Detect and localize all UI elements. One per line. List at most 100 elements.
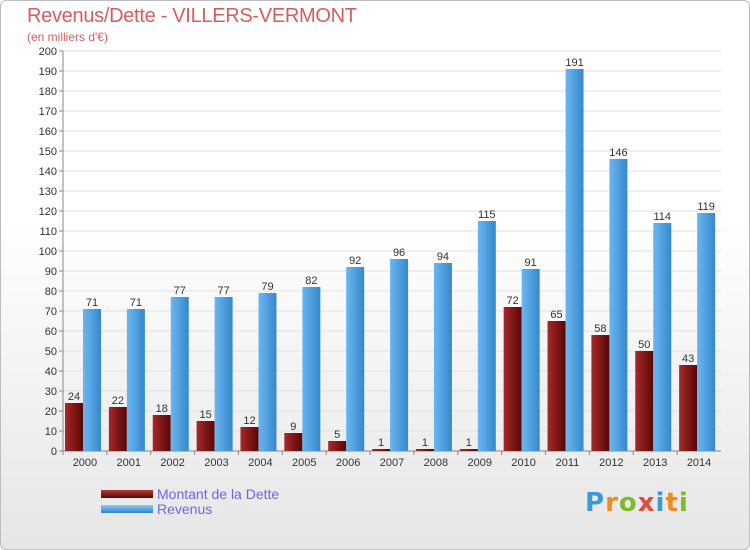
bar-label-dette: 24 [68, 391, 80, 403]
y-tick-label: 30 [45, 386, 57, 398]
bar-label-dette: 58 [594, 323, 606, 335]
bar-dette [547, 321, 566, 451]
bar-dette [328, 441, 347, 451]
bar-label-revenus: 79 [261, 281, 273, 293]
x-tick-label: 2006 [336, 457, 360, 469]
y-tick-label: 180 [39, 86, 57, 98]
bar-label-revenus: 82 [305, 275, 317, 287]
legend-swatch-dette [101, 490, 153, 498]
y-tick-label: 40 [45, 366, 57, 378]
bar-label-dette: 50 [638, 339, 650, 351]
bar-label-revenus: 114 [653, 211, 671, 223]
bar-label-revenus: 77 [174, 285, 186, 297]
bar-label-dette: 12 [243, 415, 255, 427]
bar-label-dette: 1 [466, 437, 472, 449]
bar-dette [108, 407, 127, 451]
y-tick-label: 170 [39, 106, 57, 118]
y-tick-label: 70 [45, 306, 57, 318]
x-tick-label: 2005 [292, 457, 316, 469]
bar-dette [591, 335, 610, 451]
proxiti-logo: Proxiti [585, 488, 689, 518]
bar-revenus [521, 269, 540, 451]
bar-revenus [346, 267, 365, 451]
y-tick-label: 160 [39, 126, 57, 138]
x-tick-label: 2008 [424, 457, 448, 469]
bar-label-dette: 1 [378, 437, 384, 449]
legend-swatch-revenus [101, 505, 153, 513]
chart-subtitle: (en milliers d'€) [27, 30, 108, 44]
bar-revenus [126, 309, 145, 451]
y-tick-label: 110 [39, 226, 57, 238]
y-tick-label: 190 [39, 66, 57, 78]
y-tick-label: 150 [39, 146, 57, 158]
x-tick-label: 2000 [73, 457, 97, 469]
x-tick-label: 2002 [160, 457, 184, 469]
bar-dette [284, 433, 303, 451]
bar-revenus [258, 293, 277, 451]
x-tick-label: 2014 [687, 457, 711, 469]
bar-label-revenus: 146 [609, 147, 627, 159]
bar-dette [459, 449, 478, 451]
logo-letter: t [665, 488, 679, 518]
y-tick-label: 0 [51, 446, 57, 458]
bar-label-dette: 9 [290, 421, 296, 433]
bar-label-revenus: 191 [565, 57, 583, 69]
y-tick-label: 200 [39, 46, 57, 58]
y-tick-label: 50 [45, 346, 57, 358]
logo-letter: r [605, 488, 619, 518]
y-tick-label: 60 [45, 326, 57, 338]
y-tick-label: 100 [39, 246, 57, 258]
x-tick-label: 2010 [511, 457, 535, 469]
bar-dette [152, 415, 171, 451]
y-tick-label: 140 [39, 166, 57, 178]
bar-revenus [433, 263, 452, 451]
bar-label-revenus: 91 [525, 257, 537, 269]
y-tick-label: 130 [39, 186, 57, 198]
y-tick-label: 90 [45, 266, 57, 278]
bar-label-revenus: 115 [478, 209, 496, 221]
legend-label-revenus: Revenus [157, 501, 213, 517]
legend-label-dette: Montant de la Dette [157, 486, 280, 502]
bar-label-revenus: 119 [697, 201, 715, 213]
x-tick-label: 2011 [556, 457, 580, 469]
bar-revenus [83, 309, 101, 451]
bar-revenus [653, 223, 672, 451]
bar-revenus [609, 159, 628, 451]
bar-label-dette: 72 [507, 295, 519, 307]
bar-dette [372, 449, 391, 451]
x-tick-label: 2013 [643, 457, 667, 469]
logo-letter: i [678, 488, 689, 518]
y-tick-label: 80 [45, 286, 57, 298]
bar-label-dette: 15 [199, 409, 211, 421]
x-tick-label: 2009 [467, 457, 491, 469]
bar-label-dette: 5 [334, 429, 340, 441]
x-tick-label: 2003 [204, 457, 228, 469]
logo-letter: x [637, 488, 656, 518]
x-tick-label: 2007 [380, 457, 404, 469]
x-tick-label: 2004 [248, 457, 272, 469]
bar-revenus [477, 221, 496, 451]
bar-revenus [565, 69, 584, 451]
bar-dette [679, 365, 698, 451]
y-tick-label: 120 [39, 206, 57, 218]
bar-label-dette: 43 [682, 353, 694, 365]
bar-label-dette: 18 [156, 403, 168, 415]
bar-label-revenus: 71 [86, 297, 98, 309]
y-tick-label: 10 [45, 426, 57, 438]
bar-label-dette: 65 [550, 309, 562, 321]
bar-dette [503, 307, 522, 451]
logo-letter: i [655, 488, 666, 518]
x-tick-label: 2001 [117, 457, 141, 469]
bar-revenus [697, 213, 716, 451]
bar-dette [240, 427, 259, 451]
bar-dette [635, 351, 654, 451]
bar-dette [415, 449, 434, 451]
bar-dette [196, 421, 215, 451]
bar-label-revenus: 96 [393, 247, 405, 259]
logo-letter: P [585, 488, 606, 518]
bar-label-revenus: 94 [437, 251, 449, 263]
bar-label-revenus: 92 [349, 255, 361, 267]
bar-label-dette: 1 [422, 437, 428, 449]
